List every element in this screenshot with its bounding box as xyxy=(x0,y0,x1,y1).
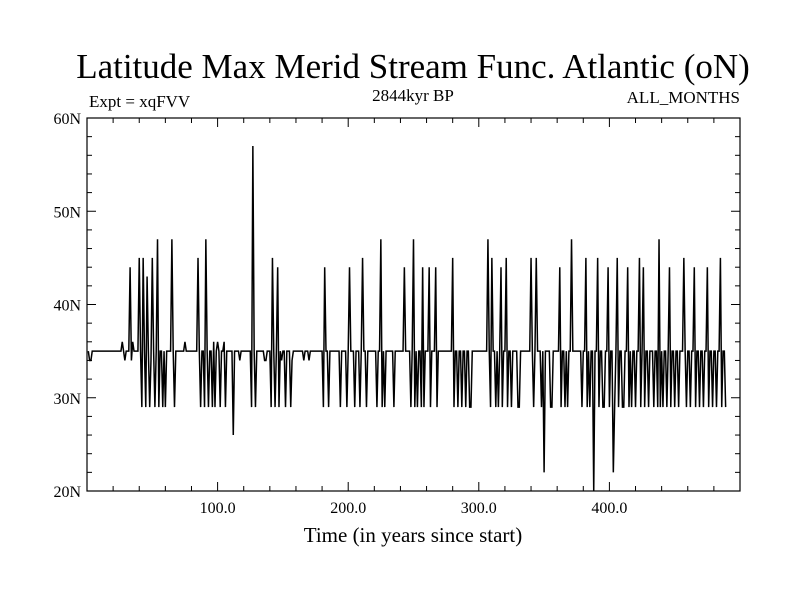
months-label: ALL_MONTHS xyxy=(627,88,740,107)
x-tick-label: 400.0 xyxy=(591,500,627,517)
x-tick-label: 100.0 xyxy=(200,500,236,517)
period-label: 2844kyr BP xyxy=(372,86,454,105)
series-line xyxy=(87,145,727,492)
y-tick-label: 40N xyxy=(53,298,81,315)
y-tick-label: 20N xyxy=(53,484,81,501)
y-tick-label: 50N xyxy=(53,204,81,221)
y-tick-label: 30N xyxy=(53,391,81,408)
x-axis-label: Time (in years since start) xyxy=(304,523,523,547)
y-tick-label: 60N xyxy=(53,111,81,128)
plot-area: 100.0 200.0 300.0 400.0 20N 30N 40N 50N 60N xyxy=(53,111,741,517)
experiment-label: Expt = xqFVV xyxy=(89,92,191,111)
x-tick-label: 300.0 xyxy=(461,500,497,517)
chart-title: Latitude Max Merid Stream Func. Atlantic… xyxy=(76,47,750,86)
x-tick-label: 200.0 xyxy=(330,500,366,517)
